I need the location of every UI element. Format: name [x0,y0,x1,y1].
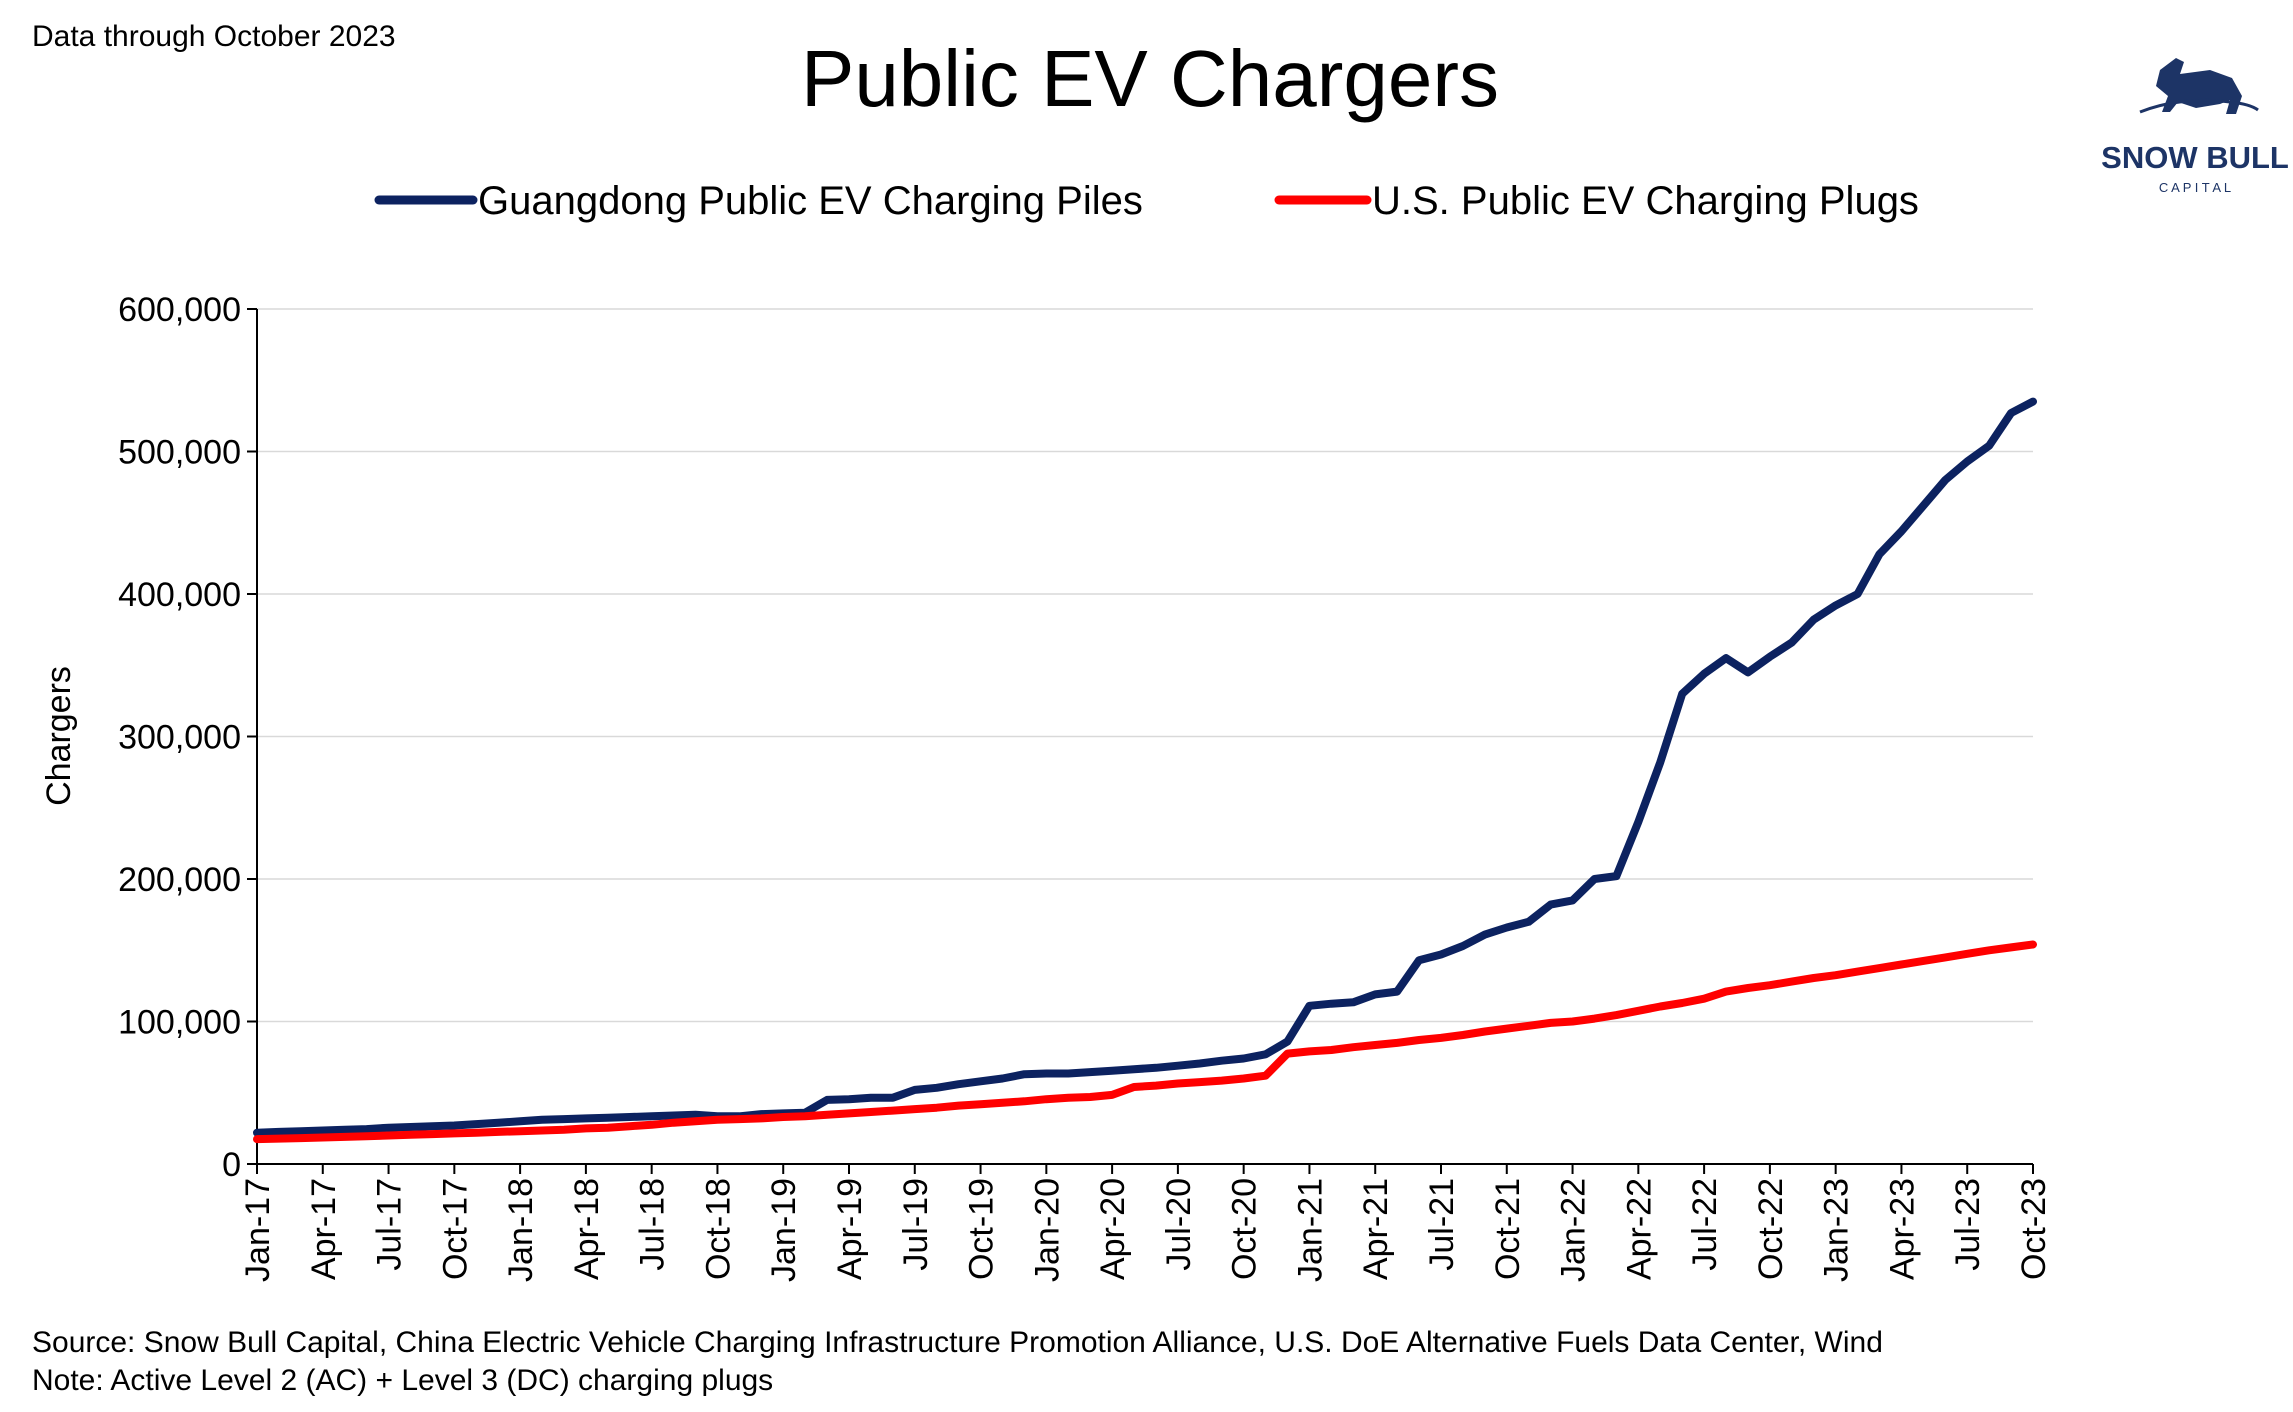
y-axis-title: Chargers [40,666,78,806]
x-tick-label: Apr-22 [1620,1178,1658,1280]
x-tick-label: Apr-17 [305,1178,343,1280]
data-note: Data through October 2023 [32,20,396,53]
y-tick-label: 500,000 [118,434,241,472]
y-tick-label: 100,000 [118,1004,241,1042]
x-tick-label: Oct-17 [436,1178,474,1280]
x-tick-label: Oct-21 [1489,1178,1527,1280]
logo-ground [2139,98,2259,114]
footnote: Note: Active Level 2 (AC) + Level 3 (DC)… [32,1364,773,1397]
y-tick-label: 0 [222,1146,241,1184]
x-tick-label: Apr-18 [568,1178,606,1280]
logo-bull [2156,58,2242,114]
x-tick-label: Oct-18 [699,1178,737,1280]
series-line [253,397,2037,1137]
x-tick-label: Oct-19 [963,1178,1001,1280]
logo: SNOW BULL C A P I T A L [2101,58,2289,195]
y-tick-label: 300,000 [118,719,241,757]
x-tick-label: Apr-20 [1094,1178,1132,1280]
x-tick-label: Jan-19 [765,1178,803,1282]
source-note: Source: Snow Bull Capital, China Electri… [32,1326,1883,1359]
x-tick-label: Jan-23 [1818,1178,1856,1282]
x-tick-label: Jul-23 [1949,1178,1987,1271]
x-tick-label: Oct-20 [1226,1178,1264,1280]
x-tick-label: Jan-17 [239,1178,277,1282]
x-tick-label: Apr-21 [1357,1178,1395,1280]
x-tick-label: Jan-20 [1028,1178,1066,1282]
chart-title: Public EV Chargers [801,34,1499,123]
logo-sub: C A P I T A L [2159,180,2231,195]
x-tick-label: Jan-18 [502,1178,540,1282]
y-tick-label: 400,000 [118,576,241,614]
x-tick-label: Apr-23 [1883,1178,1921,1280]
x-tick-label: Jul-22 [1686,1178,1724,1271]
x-tick-label: Jul-17 [371,1178,409,1271]
x-tick-label: Oct-23 [2015,1178,2053,1280]
x-tick-label: Oct-22 [1752,1178,1790,1280]
legend-label: Guangdong Public EV Charging Piles [478,179,1143,223]
series-line [253,940,2037,1144]
x-tick-label: Jul-19 [897,1178,935,1271]
x-tick-label: Jul-21 [1423,1178,1461,1271]
legend-label: U.S. Public EV Charging Plugs [1372,179,1919,223]
x-tick-label: Jul-18 [634,1178,672,1271]
x-tick-label: Jan-22 [1555,1178,1593,1282]
x-tick-label: Jul-20 [1160,1178,1198,1271]
x-tick-label: Jan-21 [1291,1178,1329,1282]
y-tick-label: 600,000 [118,291,241,329]
x-tick-label: Apr-19 [831,1178,869,1280]
logo-name: SNOW BULL [2101,140,2289,175]
y-tick-label: 200,000 [118,861,241,899]
